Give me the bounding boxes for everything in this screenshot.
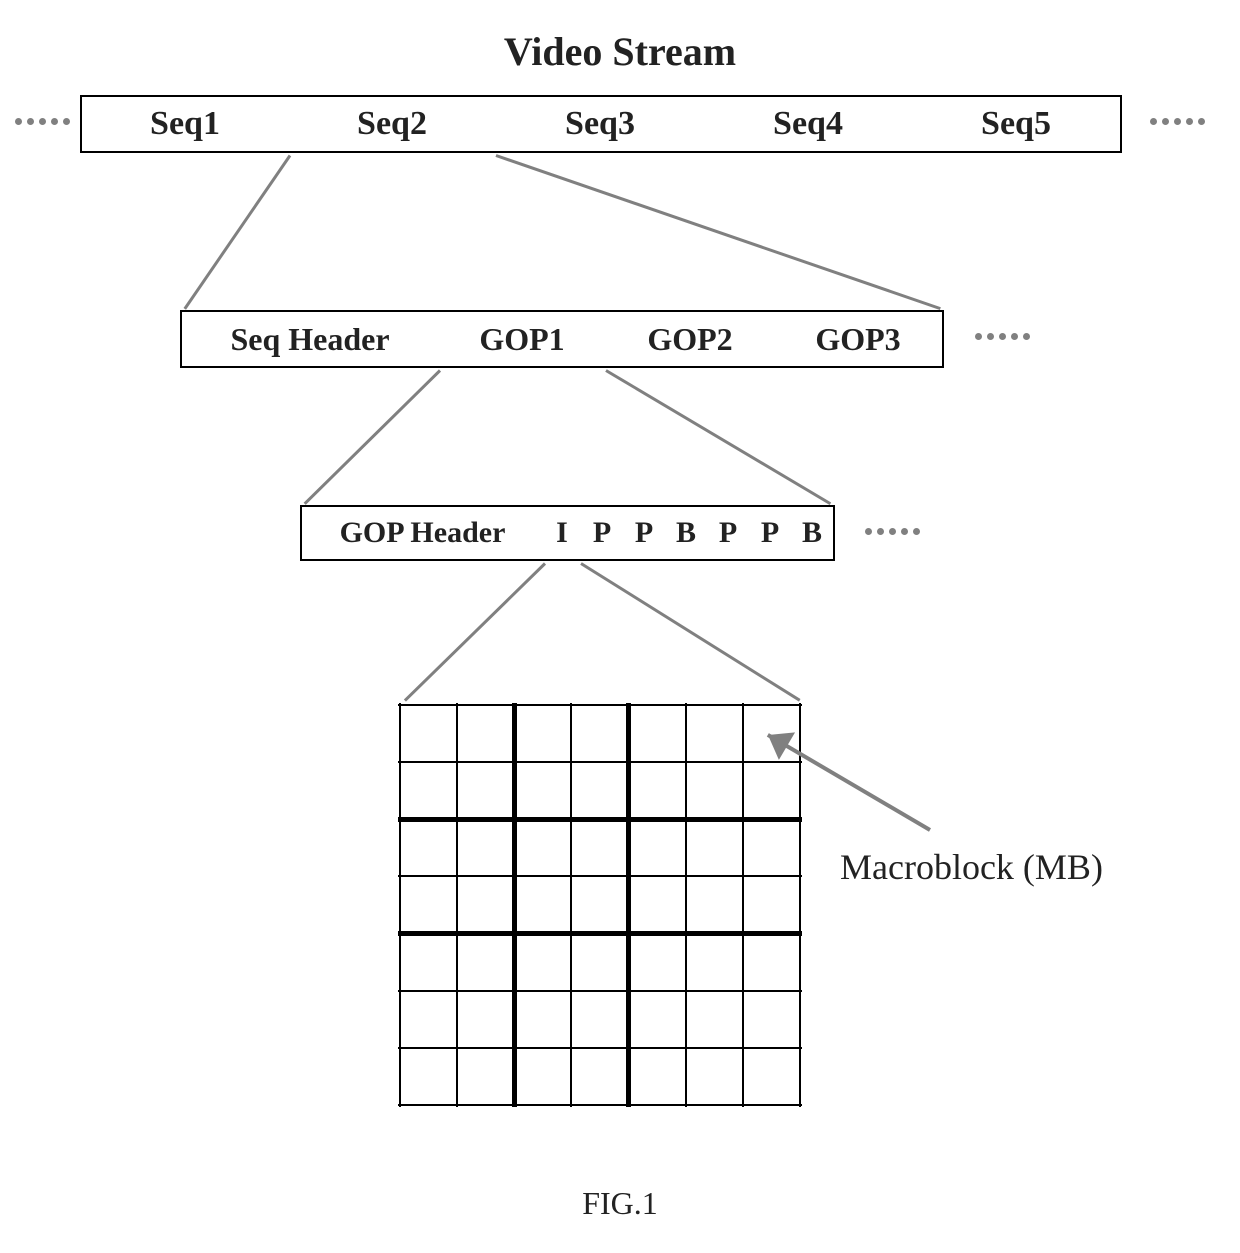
figure-label: FIG.1	[0, 1185, 1240, 1222]
macroblock-label: Macroblock (MB)	[840, 846, 1103, 888]
diagram-stage: Video Stream Seq1Seq2Seq3Seq4Seq5 Seq He…	[0, 0, 1240, 1253]
arrowhead-icon	[0, 0, 1240, 1253]
